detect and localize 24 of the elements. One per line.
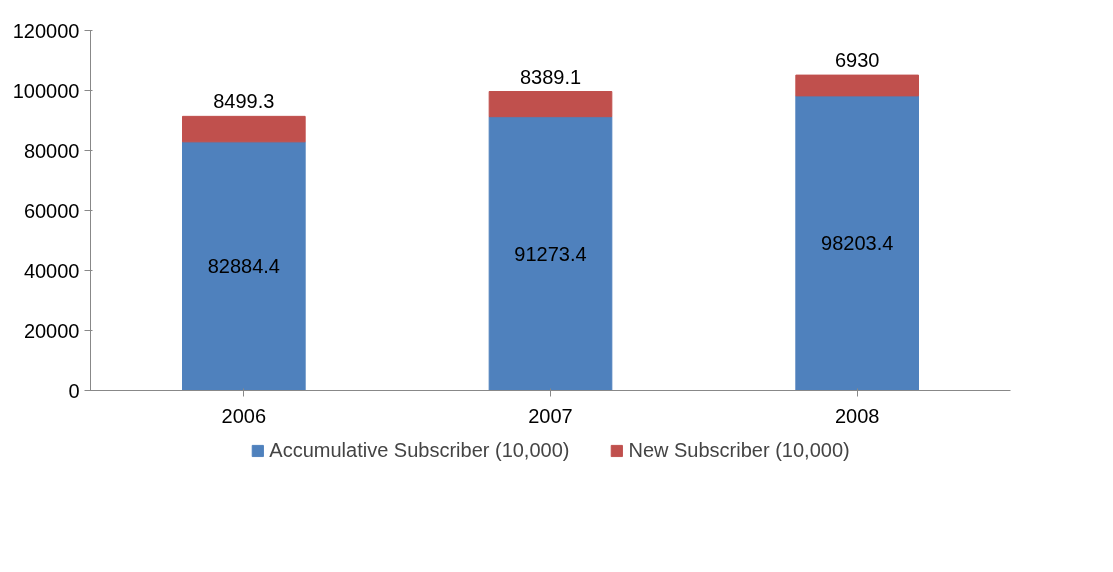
y-tick-label: 40000: [23, 259, 80, 282]
bar: [182, 141, 306, 391]
y-tick-label: 120000: [12, 19, 80, 42]
x-tick-label: 2008: [834, 404, 880, 427]
y-tick-label: 60000: [23, 199, 80, 222]
x-tick-label: 2007: [528, 404, 573, 427]
data-label: 91273.4: [514, 242, 587, 265]
legend-label: New Subscriber (10,000): [628, 438, 850, 462]
data-label: 8499.3: [213, 90, 275, 113]
x-tick-label: 2006: [221, 404, 267, 427]
y-tick-label: 0: [68, 379, 80, 402]
y-tick-label: 20000: [23, 319, 80, 342]
bar: [795, 95, 919, 391]
legend-label: Accumulative Subscriber (10,000): [269, 438, 570, 462]
data-label: 98203.4: [821, 232, 894, 255]
data-label: 6930: [834, 49, 880, 72]
bar: [795, 74, 919, 97]
bar: [182, 115, 306, 143]
data-label: 8389.1: [519, 65, 582, 88]
y-tick-label: 100000: [12, 79, 80, 102]
y-tick-label: 80000: [23, 139, 80, 162]
data-label: 82884.4: [207, 255, 280, 278]
bar: [488, 116, 613, 391]
bar: [488, 91, 613, 118]
